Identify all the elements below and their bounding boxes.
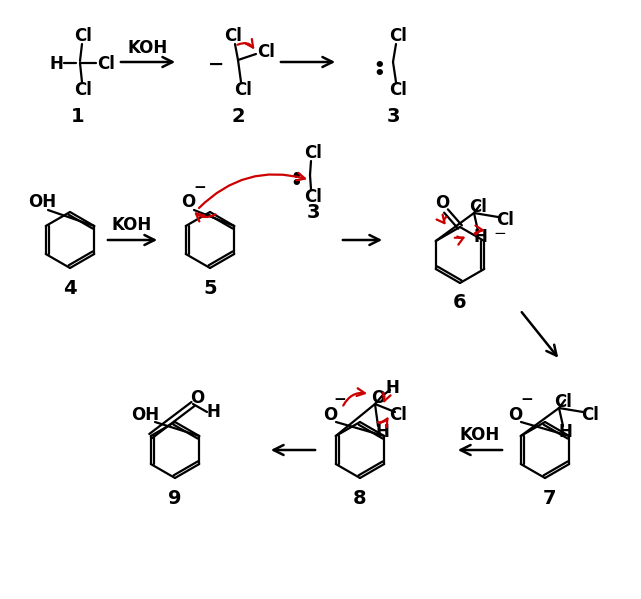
Text: Cl: Cl	[554, 393, 572, 411]
Text: O: O	[323, 406, 337, 424]
Text: 6: 6	[453, 294, 467, 313]
Text: Cl: Cl	[389, 406, 407, 424]
Text: H: H	[385, 379, 399, 397]
Text: −: −	[520, 392, 533, 407]
Text: −: −	[333, 392, 346, 407]
Text: Cl: Cl	[74, 27, 92, 45]
Text: KOH: KOH	[128, 39, 168, 57]
Text: •: •	[373, 57, 385, 75]
Text: Cl: Cl	[496, 211, 514, 229]
Text: Cl: Cl	[97, 55, 115, 73]
Text: 5: 5	[203, 279, 217, 298]
Text: O: O	[508, 406, 522, 424]
Text: Cl: Cl	[389, 81, 407, 99]
Text: O: O	[181, 193, 195, 211]
Text: −: −	[208, 55, 224, 74]
Text: 9: 9	[168, 489, 182, 507]
Text: 3: 3	[387, 107, 400, 126]
Text: O: O	[435, 194, 449, 212]
Text: H: H	[49, 55, 63, 73]
Text: Cl: Cl	[234, 81, 252, 99]
Text: Cl: Cl	[304, 144, 322, 162]
Text: OH: OH	[131, 406, 159, 424]
Text: 1: 1	[71, 107, 85, 126]
Text: 3: 3	[306, 204, 320, 222]
Text: O: O	[190, 389, 204, 407]
Text: 2: 2	[231, 107, 245, 126]
Text: H: H	[473, 228, 487, 246]
Text: −: −	[194, 180, 206, 195]
Text: KOH: KOH	[112, 216, 152, 234]
Text: •: •	[373, 65, 385, 83]
Text: H: H	[206, 403, 220, 421]
Text: Cl: Cl	[224, 27, 242, 45]
Text: O: O	[371, 389, 385, 407]
Text: KOH: KOH	[460, 426, 500, 444]
Text: 8: 8	[353, 489, 367, 507]
Text: 4: 4	[63, 279, 77, 298]
Text: 7: 7	[544, 489, 557, 507]
Text: •: •	[290, 175, 302, 193]
Text: Cl: Cl	[74, 81, 92, 99]
Text: •: •	[290, 168, 302, 186]
Text: −: −	[494, 225, 506, 241]
Text: Cl: Cl	[389, 27, 407, 45]
Text: H: H	[558, 423, 572, 441]
Text: OH: OH	[28, 193, 56, 211]
Text: Cl: Cl	[469, 198, 487, 216]
Text: Cl: Cl	[257, 43, 275, 61]
Text: Cl: Cl	[581, 406, 599, 424]
Text: Cl: Cl	[304, 188, 322, 206]
Text: H: H	[375, 423, 389, 441]
